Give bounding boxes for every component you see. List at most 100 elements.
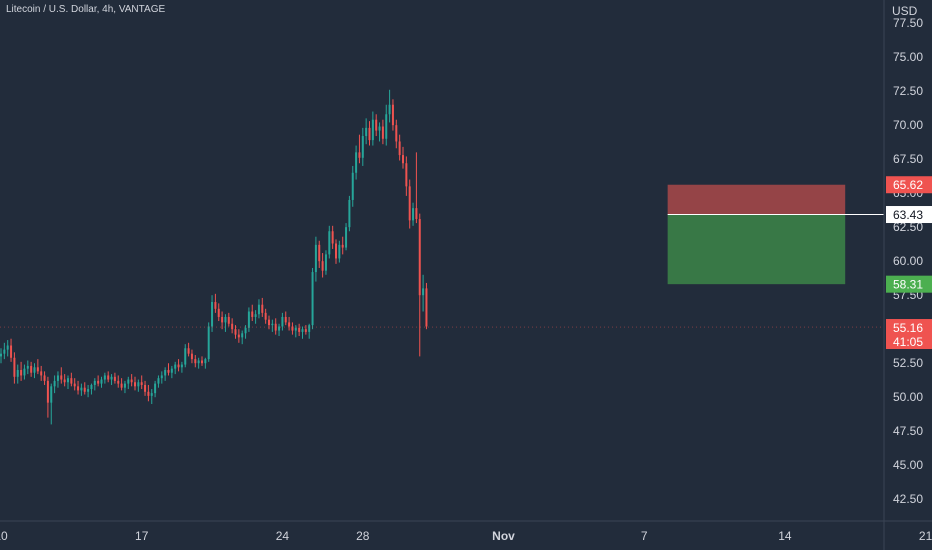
candle-body (358, 152, 361, 158)
candle-body (351, 172, 354, 200)
candle-body (60, 375, 63, 380)
time-tick-label: 14 (778, 529, 792, 543)
candle-body (268, 319, 270, 326)
candles-layer (0, 89, 884, 425)
candle-body (46, 380, 49, 403)
time-axis[interactable]: 10 17 24 28 Nov 7 14 21 (0, 520, 932, 543)
stop-price-label: 65.62 (893, 178, 923, 192)
entry-price-label: 63.43 (893, 208, 923, 222)
candle-body (224, 316, 227, 323)
candle-body (251, 311, 254, 317)
candle-body (164, 370, 167, 376)
candle-body (26, 365, 29, 369)
candle-body (324, 254, 327, 271)
candle-body (348, 199, 351, 228)
candle-body (97, 380, 100, 384)
candle-body (415, 208, 418, 220)
candle-body (371, 119, 374, 141)
candle-body (73, 383, 76, 387)
candle-body (328, 231, 331, 255)
candle-body (388, 104, 391, 115)
candle-body (10, 345, 13, 358)
candle-body (16, 370, 19, 377)
candle-body (50, 386, 53, 403)
candle-body (254, 314, 257, 317)
candle-body (308, 325, 311, 332)
candle-body (314, 244, 317, 273)
candle-body (167, 370, 170, 373)
time-tick-label: 17 (135, 529, 149, 543)
candle-body (335, 243, 337, 259)
time-tick-label: 10 (0, 529, 8, 543)
entry-price-label-bg (886, 206, 932, 224)
price-tick-label: 50.00 (893, 390, 923, 404)
candle-body (113, 376, 116, 381)
target-price-label-bg (886, 275, 932, 293)
candle-body (147, 391, 150, 396)
candle-body (288, 322, 291, 327)
candle-body (271, 323, 274, 326)
candle-body (365, 127, 368, 137)
candle-body (241, 333, 244, 338)
time-tick-label: 7 (641, 529, 648, 543)
time-tick-label: 21 (919, 529, 932, 543)
candle-body (127, 379, 130, 384)
candle-body (93, 380, 96, 385)
time-tick-label: 24 (276, 529, 290, 543)
candle-body (284, 316, 287, 323)
price-tick-label: 75.00 (893, 50, 923, 64)
candle-body (264, 312, 267, 320)
candle-body (398, 141, 401, 156)
candle-body (204, 359, 207, 364)
stop-loss-zone[interactable] (667, 184, 846, 215)
price-tick-label: 47.50 (893, 424, 923, 438)
candle-body (194, 359, 197, 364)
candle-body (190, 353, 193, 360)
candle-body (150, 393, 153, 396)
candle-body (120, 383, 123, 388)
candle-body (134, 382, 136, 387)
candle-body (418, 219, 421, 296)
time-tick-label: 28 (356, 529, 370, 543)
price-tick-label: 77.50 (893, 16, 923, 30)
price-axis[interactable]: 77.5075.0072.5070.0067.5065.0062.5060.00… (883, 0, 923, 550)
candle-body (234, 329, 237, 335)
candle-body (408, 186, 411, 221)
candle-body (83, 387, 86, 392)
candle-body (184, 348, 187, 365)
candle-body (221, 316, 224, 323)
candle-body (412, 208, 415, 221)
candle-body (311, 272, 314, 326)
candle-body (391, 104, 394, 126)
candle-body (137, 382, 140, 387)
candle-body (278, 326, 281, 331)
candle-body (23, 368, 26, 376)
candle-body (90, 384, 93, 390)
candle-body (207, 326, 210, 360)
candle-body (70, 378, 73, 384)
price-tick-label: 72.50 (893, 84, 923, 98)
candle-body (33, 367, 36, 373)
candle-body (338, 244, 341, 259)
candle-body (227, 316, 230, 324)
candle-body (355, 152, 358, 173)
candle-body (53, 380, 56, 387)
candle-body (107, 375, 110, 380)
candle-body (154, 383, 157, 394)
candle-body (381, 126, 384, 139)
stop-price-label-bg (886, 176, 932, 194)
time-tick-label: Nov (492, 529, 515, 543)
candle-body (3, 349, 6, 354)
position-tool[interactable] (667, 184, 884, 285)
candle-body (87, 389, 90, 392)
candle-body (361, 136, 364, 158)
candle-body (100, 379, 103, 384)
price-tick-label: 52.50 (893, 356, 923, 370)
candle-body (43, 375, 46, 381)
candle-body (103, 375, 106, 380)
candle-body (197, 360, 200, 364)
candle-body (214, 301, 217, 309)
take-profit-zone[interactable] (667, 214, 846, 285)
